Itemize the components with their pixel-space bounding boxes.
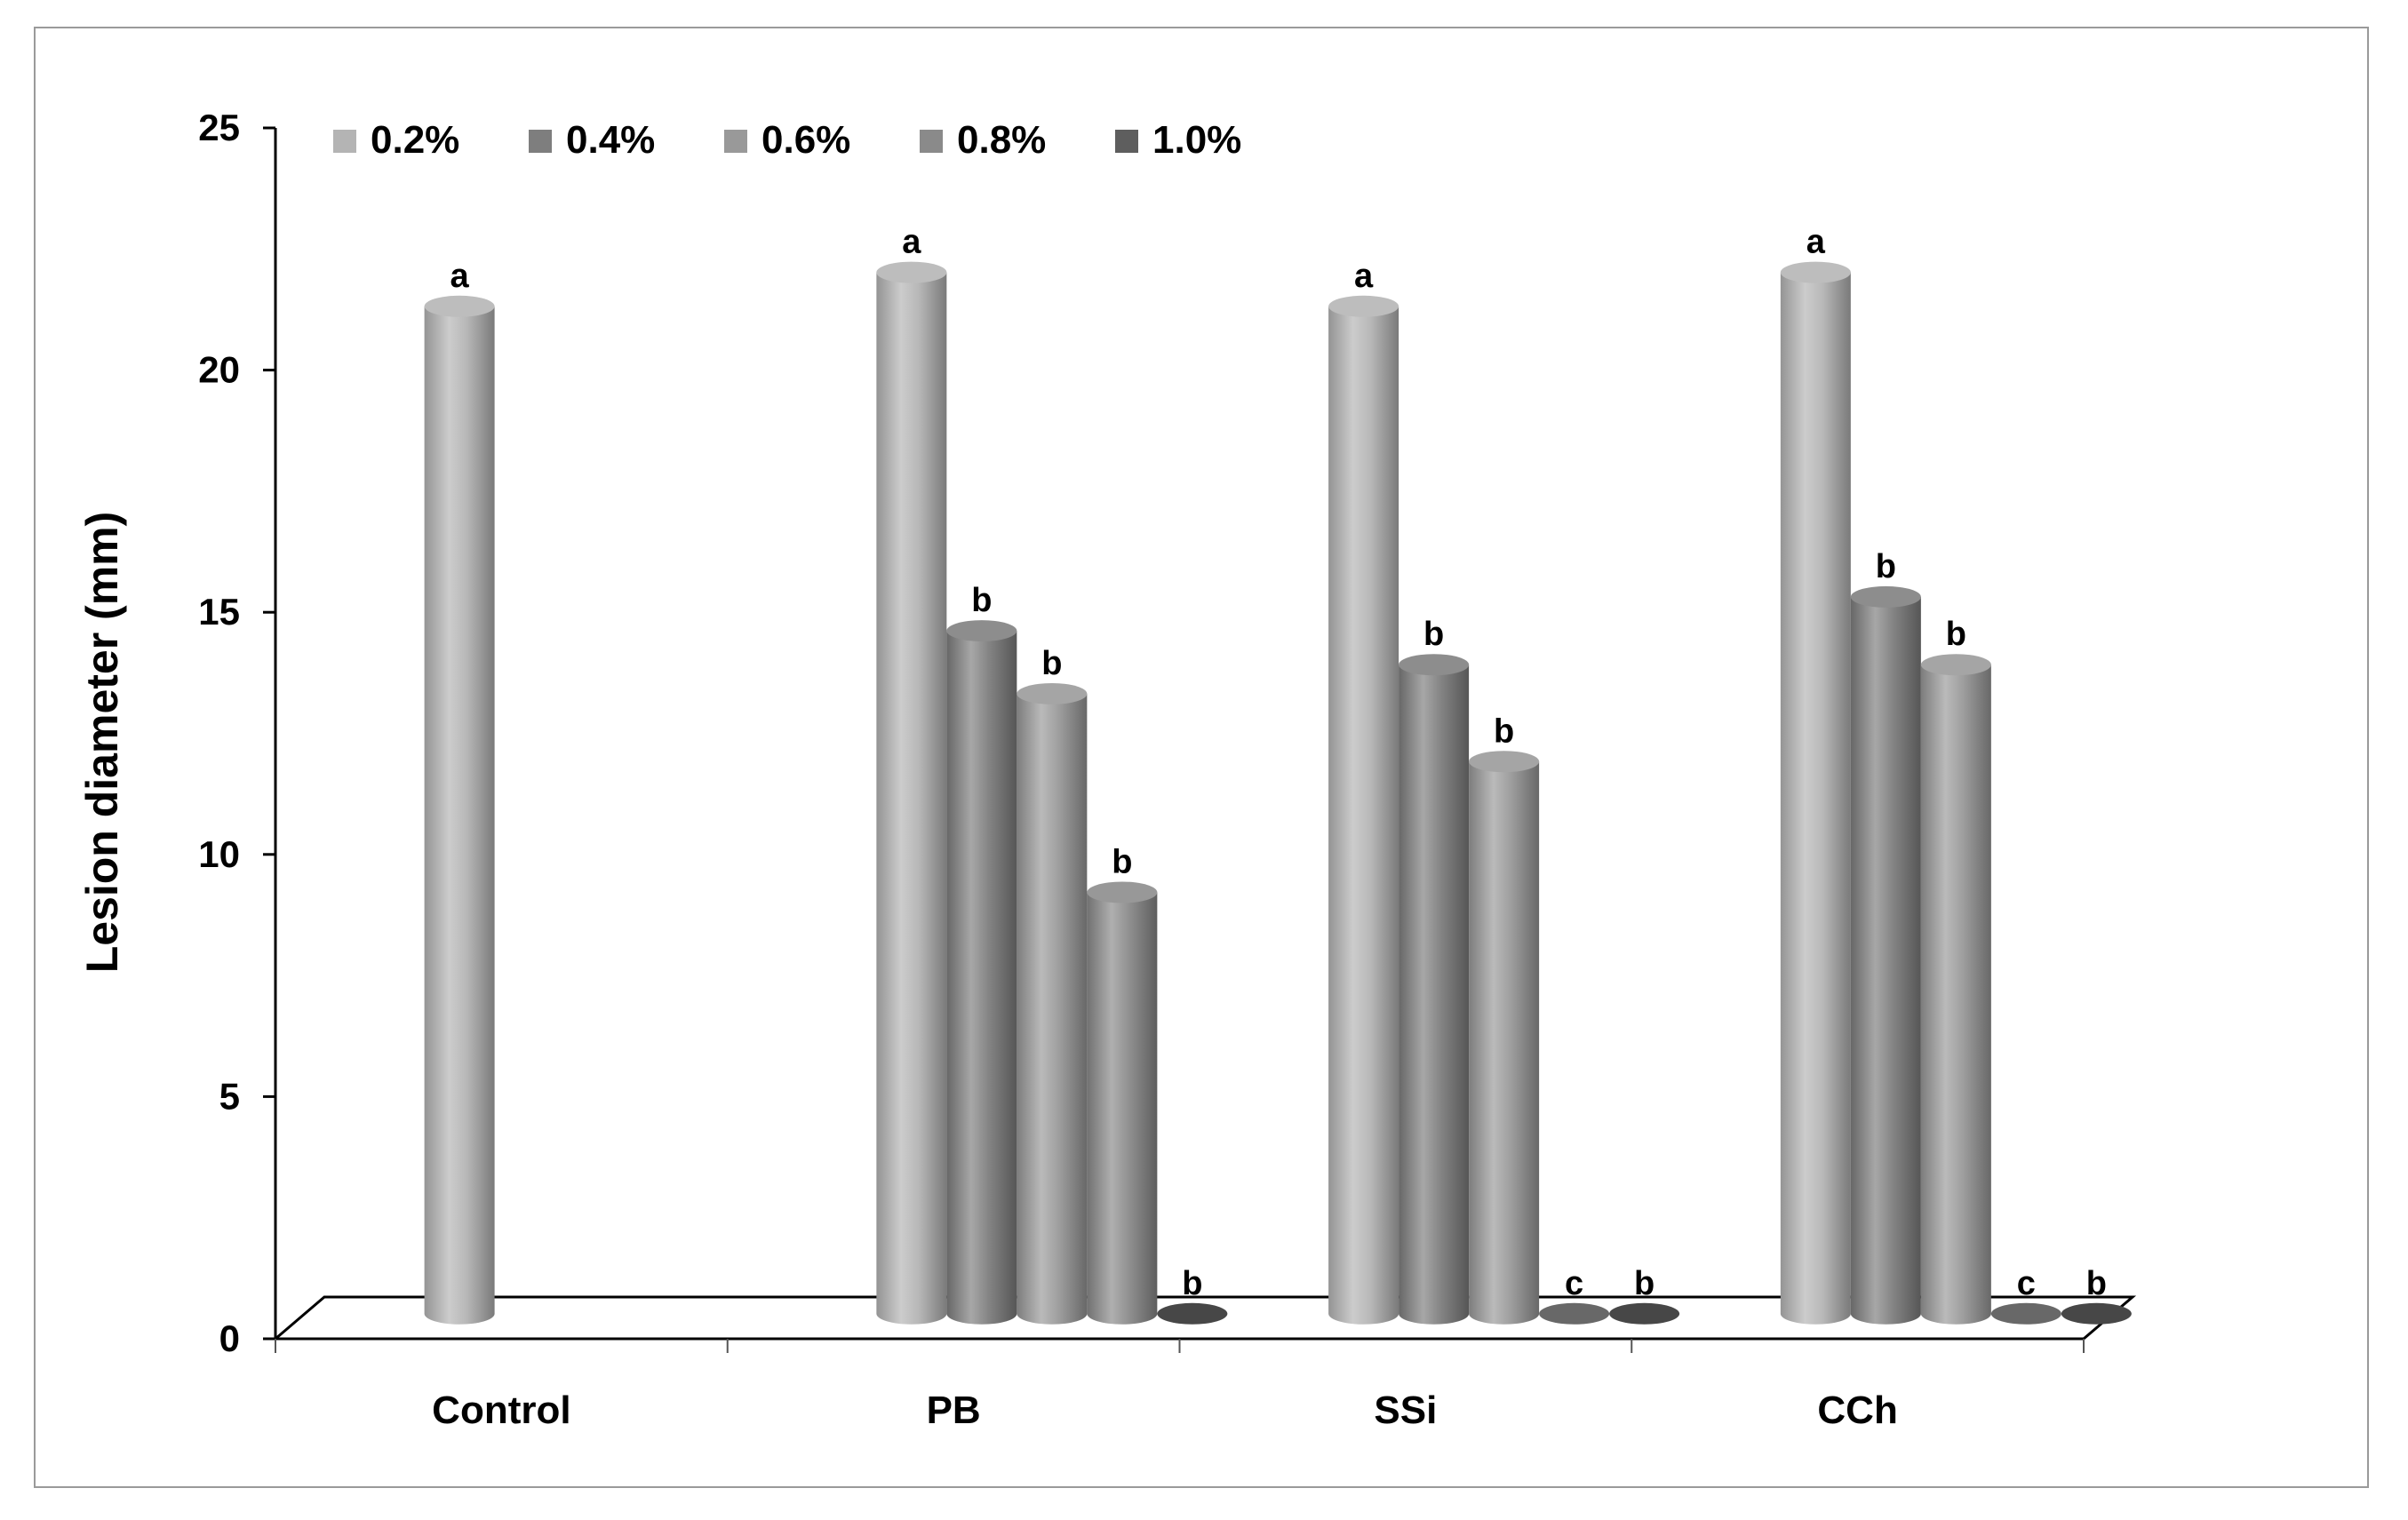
bar [1780,261,1851,1325]
legend-swatch [529,130,552,153]
category-label: CCh [1817,1389,1897,1432]
bar-top [1780,261,1851,283]
significance-label: a [902,224,921,261]
y-axis-title: Lesion diameter (mm) [77,512,127,974]
bar [424,295,495,1325]
bar [876,261,947,1325]
bar-body [1399,665,1470,1325]
chart-frame: 0 5 10 15 20 25 Lesion diameter (mm) Control a P… [34,27,2369,1488]
bar [1087,881,1158,1325]
legend-label: 1.0% [1152,118,1241,162]
bar-top [1399,654,1470,676]
legend-swatch [724,130,747,153]
bar [1850,585,1921,1325]
bar-top [1328,295,1399,317]
significance-label: b [1423,616,1444,653]
bar-body [946,631,1017,1325]
bar-top [1850,585,1921,608]
legend-swatch [333,130,356,153]
y-tick-label: 10 [198,833,240,875]
legend-label: 0.2% [371,118,459,162]
bar-body [1920,665,1991,1325]
legend-label: 0.4% [566,118,655,162]
category-label: Control [432,1389,570,1432]
bar-body [1780,272,1851,1325]
bar-body [1087,892,1158,1325]
bar-top [1609,1302,1680,1325]
bar [1328,295,1399,1325]
significance-label: b [1182,1265,1202,1302]
category-label: SSi [1374,1389,1437,1432]
bar-body [424,306,495,1325]
significance-label: a [1806,224,1826,261]
y-tick-label: 20 [198,349,240,391]
bar [1539,1302,1610,1325]
significance-label: b [1876,548,1896,585]
significance-label: b [1634,1265,1655,1302]
bar-top [1920,654,1991,676]
bar-body [1017,693,1088,1325]
y-tick-label: 25 [198,107,240,148]
significance-label: b [1041,645,1062,682]
y-tick-label: 0 [219,1317,240,1359]
bar-top [876,261,947,283]
legend-swatch [920,130,943,153]
bar [1399,654,1470,1325]
bar [1990,1302,2061,1325]
y-tick-label: 5 [219,1075,240,1117]
bar-top [1017,682,1088,704]
bar [1157,1302,1228,1325]
significance-label: b [2086,1265,2107,1302]
bar [1609,1302,1680,1325]
legend-label: 0.6% [761,118,850,162]
bar [1017,682,1088,1325]
bar [2061,1302,2132,1325]
bar [1469,751,1540,1325]
significance-label: b [1494,712,1514,750]
significance-label: a [1354,258,1374,295]
bar-body [1850,596,1921,1325]
bar-body [1469,761,1540,1325]
bar-chart: 0 5 10 15 20 25 Lesion diameter (mm) Control a P… [77,107,2137,1432]
bar-body [1328,306,1399,1325]
significance-label: c [2017,1265,2036,1302]
y-tick-label: 15 [198,591,240,633]
bar-top [424,295,495,317]
bar-top [1990,1302,2061,1325]
bar [946,620,1017,1325]
category-label: PB [927,1389,981,1432]
bar-body [876,272,947,1325]
bar-top [1087,881,1158,903]
bar-top [946,620,1017,642]
bar-top [1157,1302,1228,1325]
bar-top [2061,1302,2132,1325]
significance-label: a [451,258,470,295]
bar [1920,654,1991,1325]
legend-swatch [1115,130,1138,153]
bar-top [1539,1302,1610,1325]
significance-label: b [1946,616,1966,653]
significance-label: b [971,582,992,619]
bar-top [1469,751,1540,773]
significance-label: b [1112,843,1132,880]
significance-label: c [1565,1265,1583,1302]
legend-label: 0.8% [957,118,1046,162]
